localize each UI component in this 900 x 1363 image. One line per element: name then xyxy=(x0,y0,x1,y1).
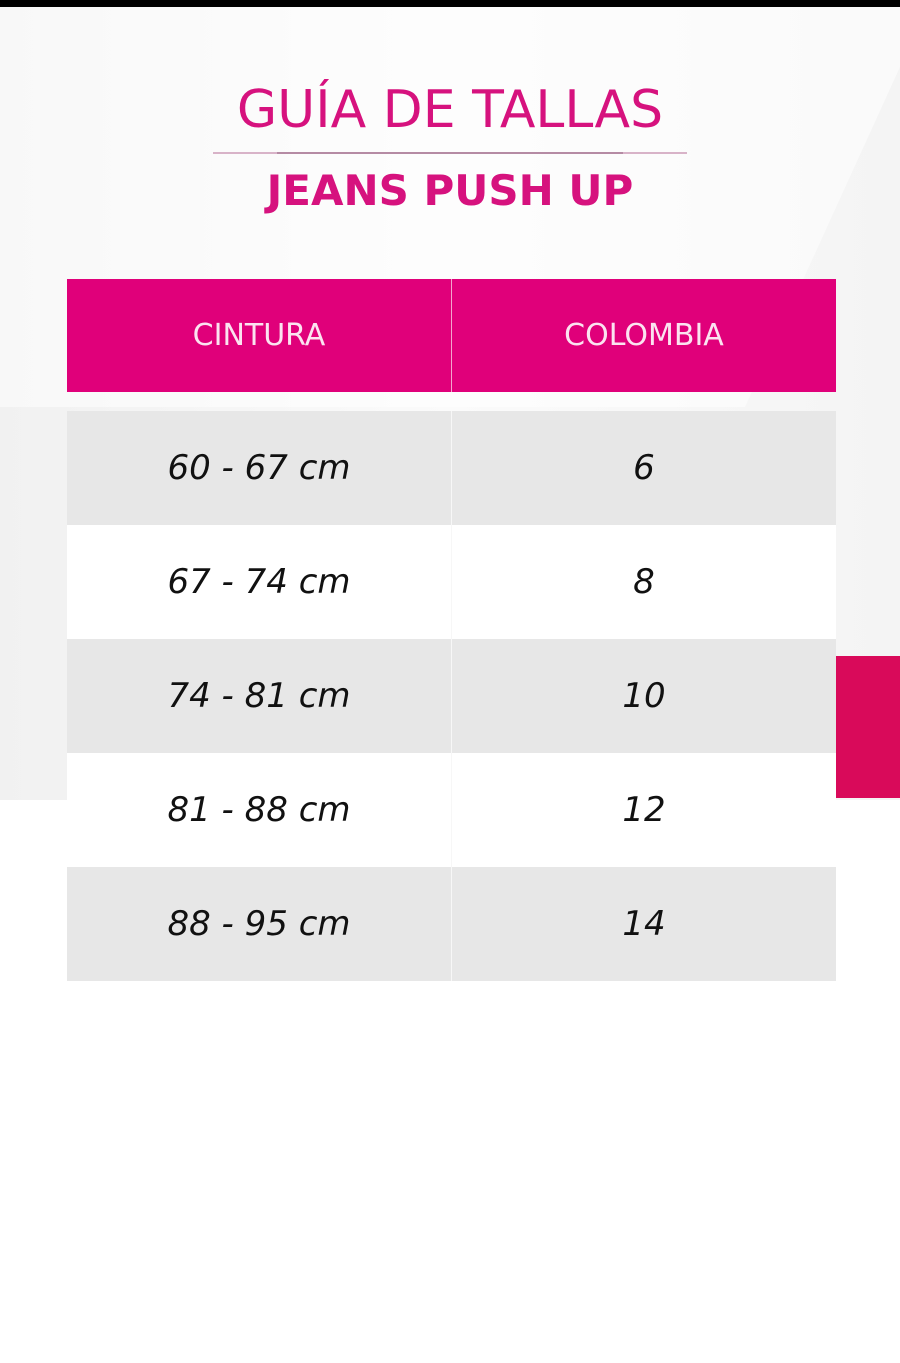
title-divider xyxy=(213,152,687,154)
cell-cintura: 74 - 81 cm xyxy=(67,639,452,753)
table-header: CINTURA COLOMBIA xyxy=(67,279,836,392)
page-title: GUÍA DE TALLAS xyxy=(236,80,664,140)
cell-cintura: 81 - 88 cm xyxy=(67,753,452,867)
top-bar xyxy=(0,0,900,7)
table-row: 60 - 67 cm 6 xyxy=(67,411,836,525)
table-row: 74 - 81 cm 10 xyxy=(67,639,836,753)
cell-colombia: 6 xyxy=(633,448,655,488)
table-row: 88 - 95 cm 14 xyxy=(67,867,836,981)
pink-accent-block xyxy=(836,656,900,798)
header-cintura: CINTURA xyxy=(67,279,452,392)
cell-colombia: 12 xyxy=(622,790,666,830)
cell-colombia: 8 xyxy=(633,562,655,602)
page-subtitle: JEANS PUSH UP xyxy=(266,166,634,215)
cell-cintura: 67 - 74 cm xyxy=(67,525,452,639)
cell-colombia: 10 xyxy=(622,676,666,716)
table-row: 81 - 88 cm 12 xyxy=(67,753,836,867)
size-table: CINTURA COLOMBIA 60 - 67 cm 6 67 - 74 cm… xyxy=(67,279,836,981)
cell-cintura: 60 - 67 cm xyxy=(67,411,452,525)
cell-colombia: 14 xyxy=(622,904,666,944)
header-colombia: COLOMBIA xyxy=(564,318,724,353)
table-row: 67 - 74 cm 8 xyxy=(67,525,836,639)
cell-cintura: 88 - 95 cm xyxy=(67,867,452,981)
